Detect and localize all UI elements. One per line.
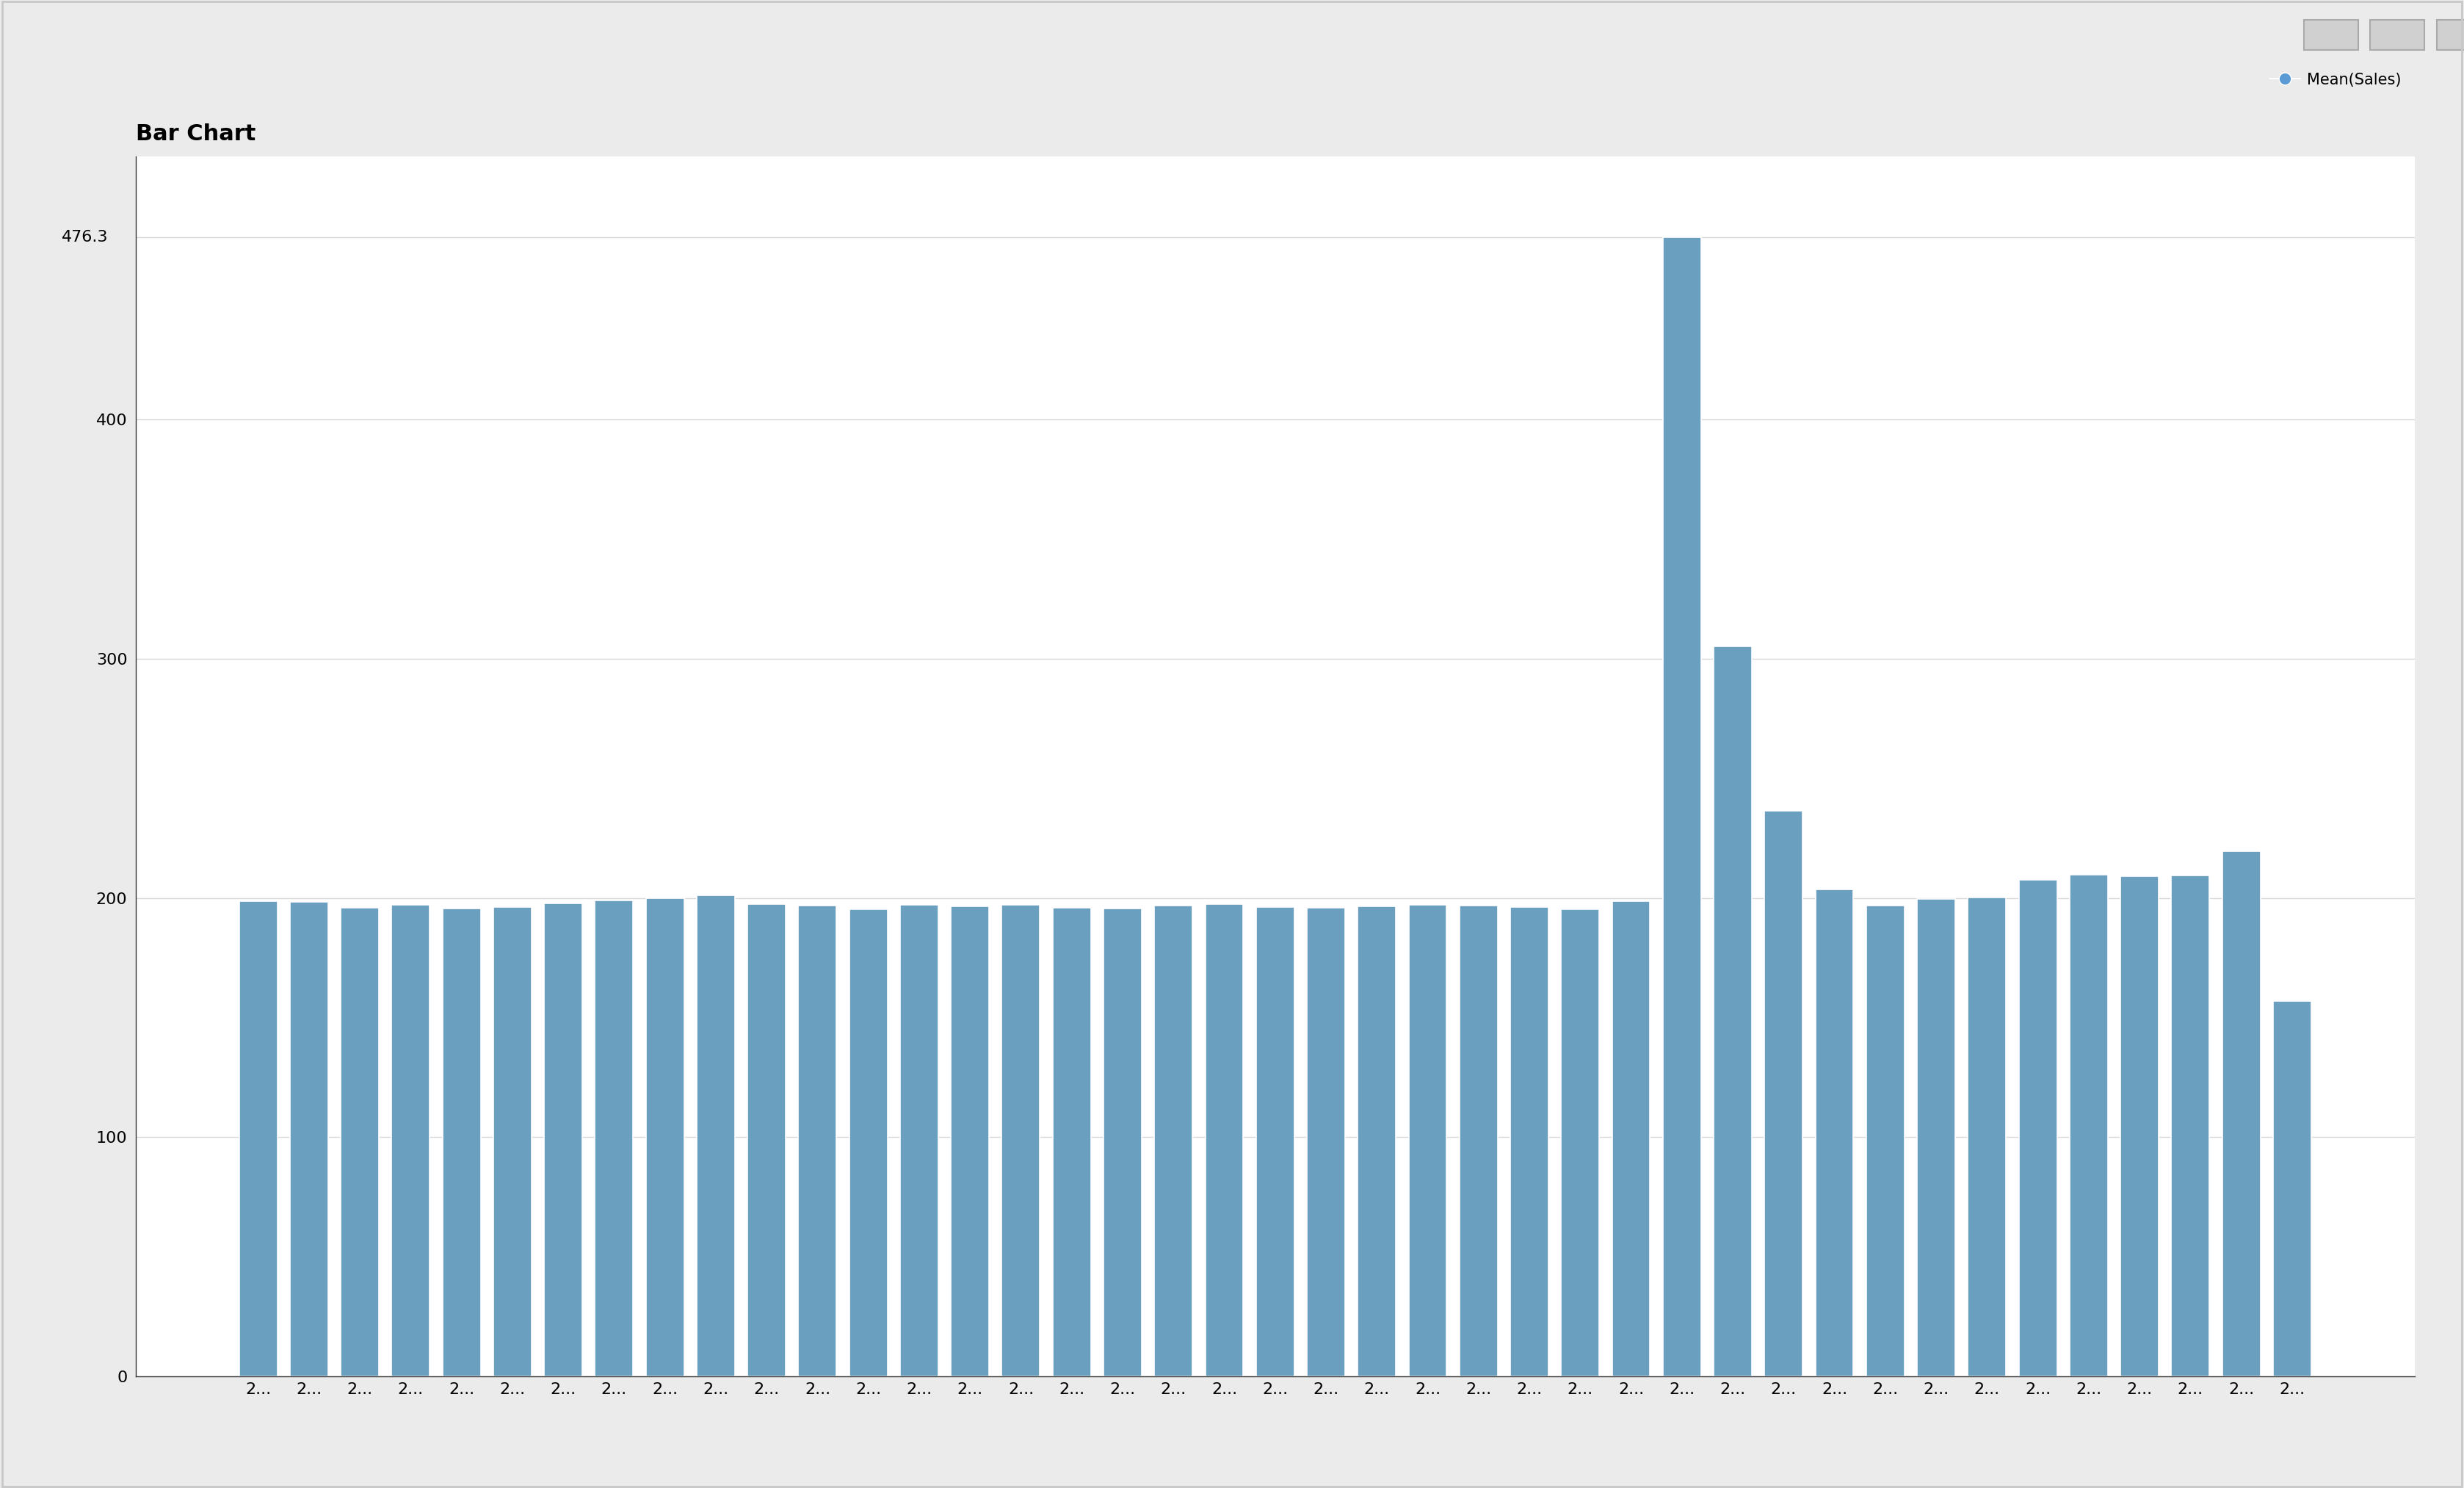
Bar [1611,902,1651,1376]
Bar [2304,19,2358,51]
Bar [2223,851,2259,1376]
Bar [594,900,633,1376]
Bar [646,899,685,1376]
Bar [2370,19,2425,51]
Bar [2272,1001,2311,1376]
Bar [1764,811,1804,1376]
Bar [493,908,532,1376]
Bar [951,906,988,1376]
Bar [1306,908,1345,1376]
Bar [850,909,887,1376]
Bar [2018,879,2057,1376]
Bar [697,896,734,1376]
Bar [1409,905,1446,1376]
Bar [1052,908,1092,1376]
Bar [1663,237,1700,1376]
Text: 476.3: 476.3 [62,229,108,244]
Legend: Mean(Sales): Mean(Sales) [2264,67,2407,94]
Bar [2171,875,2210,1376]
Bar [899,905,939,1376]
Bar [1865,906,1905,1376]
Bar [1153,906,1193,1376]
Bar [1510,906,1547,1376]
Bar [239,902,278,1376]
Bar [1816,890,1853,1376]
Bar [1205,903,1244,1376]
Bar [1917,899,1956,1376]
Bar [1459,906,1498,1376]
Bar [2070,875,2107,1376]
Bar [1358,906,1397,1376]
Bar [291,902,328,1376]
Bar [1712,646,1752,1376]
Bar [1104,909,1141,1376]
Bar [1003,905,1040,1376]
Text: Bar Chart: Bar Chart [136,124,256,144]
Bar [340,908,379,1376]
Bar [1257,908,1294,1376]
Bar [2437,19,2464,51]
Bar [747,903,786,1376]
Bar [545,903,582,1376]
Bar [392,905,429,1376]
Bar [2122,876,2158,1376]
Bar [1969,897,2006,1376]
Bar [1562,909,1599,1376]
Bar [798,906,838,1376]
Bar [444,909,480,1376]
